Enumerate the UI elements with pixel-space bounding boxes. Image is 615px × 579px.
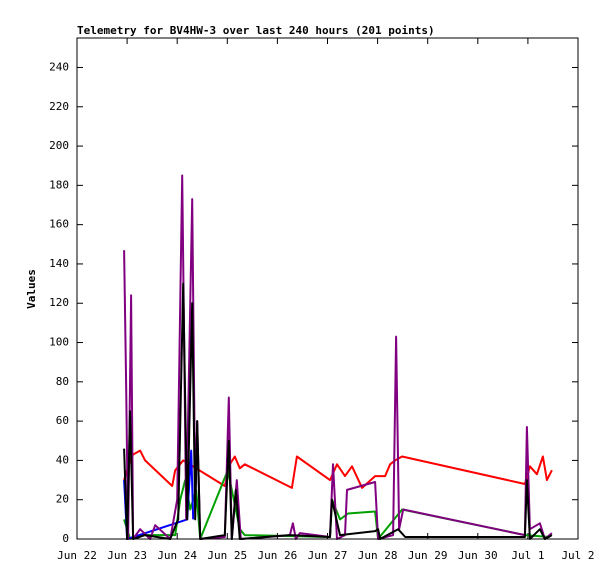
x-tick-label: Jun 29	[408, 549, 448, 562]
y-tick-label: 140	[49, 257, 69, 270]
y-tick-label: 160	[49, 218, 69, 231]
x-tick-label: Jun 22	[57, 549, 97, 562]
y-tick-label: 0	[62, 532, 69, 545]
x-tick-label: Jun 25	[207, 549, 247, 562]
y-tick-label: 220	[49, 100, 69, 113]
y-axis-label: Values	[25, 269, 38, 309]
y-tick-label: 80	[56, 375, 69, 388]
y-tick-label: 100	[49, 336, 69, 349]
y-tick-label: 240	[49, 60, 69, 73]
y-tick-label: 180	[49, 178, 69, 191]
x-tick-label: Jul 1	[511, 549, 544, 562]
x-tick-label: Jun 26	[258, 549, 298, 562]
y-tick-label: 60	[56, 414, 69, 427]
x-tick-label: Jul 2	[561, 549, 594, 562]
data-line	[123, 282, 553, 540]
x-tick-label: Jun 24	[157, 549, 197, 562]
x-tick-label: Jun 27	[308, 549, 348, 562]
y-tick-label: 20	[56, 493, 69, 506]
x-tick-label: Jun 28	[358, 549, 398, 562]
x-tick-label: Jun 23	[107, 549, 147, 562]
chart-title: Telemetry for BV4HW-3 over last 240 hour…	[77, 24, 435, 37]
x-tick-label: Jun 30	[458, 549, 498, 562]
y-tick-label: 120	[49, 296, 69, 309]
y-tick-label: 40	[56, 453, 69, 466]
y-tick-label: 200	[49, 139, 69, 152]
plot-border	[76, 37, 579, 540]
